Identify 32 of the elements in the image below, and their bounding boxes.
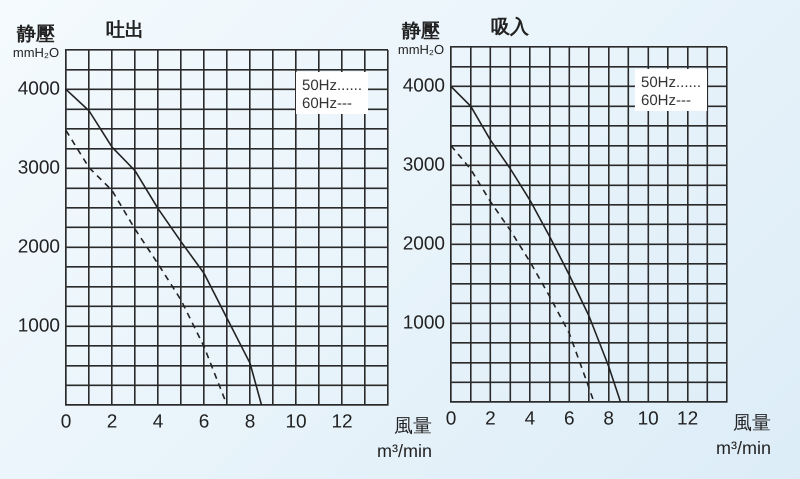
y-axis-title: 静壓 mmH₂O [12, 24, 60, 60]
x-tick-label: 6 [198, 412, 210, 433]
x-tick-label: 4 [524, 408, 536, 430]
y-tick-label: 1000 [18, 315, 60, 336]
x-tick-label: 8 [244, 412, 256, 433]
y-axis-title: 静壓 mmH₂O [398, 21, 444, 57]
annotation: 50Hz...... [640, 74, 702, 91]
annotation: 60Hz--- [640, 92, 691, 109]
x-tick-label: 10 [638, 408, 659, 430]
x-tick-label: 2 [106, 412, 118, 433]
y-tick-label: 2000 [18, 236, 60, 258]
y-tick-label: 4000 [402, 76, 445, 97]
x-axis-title: 風量 m³/min [377, 416, 432, 461]
y-tick-label: 4000 [18, 78, 60, 100]
x-tick-label: 0 [60, 412, 72, 433]
x-tick-label: 6 [564, 408, 575, 430]
chart-title: 吐出 [106, 19, 144, 41]
x-tick-label: 12 [677, 408, 698, 430]
y-tick-label: 1000 [402, 312, 445, 334]
y-tick-label: 2000 [402, 233, 445, 254]
annotation: 50Hz...... [302, 77, 362, 94]
x-axis-title: 風量 m³/min [716, 413, 771, 458]
annotation: 60Hz--- [302, 95, 352, 112]
y-tick-label: 3000 [18, 158, 60, 179]
x-tick-label: 4 [152, 412, 164, 433]
x-tick-label: 12 [331, 412, 353, 433]
x-tick-label: 0 [446, 408, 456, 430]
x-tick-label: 8 [603, 408, 614, 430]
y-tick-label: 3000 [402, 154, 445, 176]
chart-title: 吸入 [491, 16, 530, 38]
x-tick-label: 2 [485, 408, 496, 430]
x-tick-label: 10 [285, 412, 307, 433]
